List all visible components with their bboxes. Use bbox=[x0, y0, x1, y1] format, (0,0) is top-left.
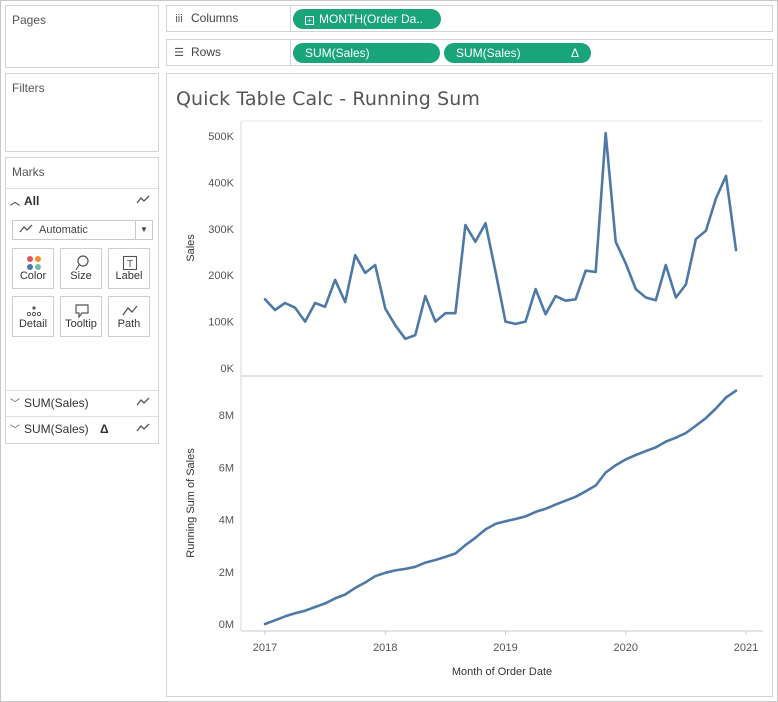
y-tick-label: 0K bbox=[221, 363, 235, 375]
chevron-down-icon[interactable]: ﹀ bbox=[10, 425, 20, 436]
path-button[interactable]: Path bbox=[108, 296, 150, 337]
marks-all-row[interactable]: ︿ All bbox=[6, 188, 158, 212]
line-mark-icon bbox=[136, 195, 150, 204]
filters-card-title: Filters bbox=[12, 81, 45, 95]
detail-button-label: Detail bbox=[18, 318, 48, 330]
delta-icon: Δ bbox=[100, 422, 109, 436]
y-tick-label: 4M bbox=[219, 515, 234, 527]
y-axis-title: Sales bbox=[185, 234, 197, 262]
pages-card-title: Pages bbox=[12, 13, 47, 27]
y-tick-label: 300K bbox=[208, 224, 234, 236]
y-tick-label: 500K bbox=[208, 131, 234, 143]
svg-text:T: T bbox=[127, 259, 133, 270]
chart-canvas[interactable]: 0K 100K 200K 300K 400K 500K Sales 0M 2M 4M 6M 8M Run… bbox=[166, 73, 773, 697]
tooltip-bubble-icon bbox=[75, 304, 89, 319]
size-button[interactable]: Size bbox=[60, 248, 102, 289]
mark-type-dropdown[interactable]: Automatic ▼ bbox=[12, 220, 153, 240]
label-button[interactable]: T Label bbox=[108, 248, 150, 289]
measure-label: SUM(Sales) bbox=[24, 396, 89, 410]
month-order-date-pill[interactable]: + MONTH(Order Da.. bbox=[293, 9, 441, 29]
rows-shelf[interactable]: ☰ Rows SUM(Sales) SUM(Sales) Δ bbox=[166, 39, 773, 66]
columns-shelf[interactable]: iii Columns + MONTH(Order Da.. bbox=[166, 5, 773, 32]
sales-line bbox=[263, 131, 738, 341]
line-mark-icon bbox=[136, 423, 150, 432]
y-tick-label: 2M bbox=[219, 567, 234, 579]
viz-area bbox=[166, 73, 773, 697]
x-tick-label: 2020 bbox=[614, 642, 638, 654]
size-lasso-icon bbox=[75, 255, 89, 271]
label-button-label: Label bbox=[115, 270, 143, 282]
x-tick-label: 2021 bbox=[734, 642, 758, 654]
chevron-down-icon[interactable]: ﹀ bbox=[10, 399, 20, 410]
x-axis-title: Month of Order Date bbox=[452, 666, 552, 678]
y-tick-label: 6M bbox=[219, 462, 234, 474]
columns-icon: iii bbox=[175, 13, 183, 25]
tooltip-button-label: Tooltip bbox=[65, 318, 97, 330]
pill-text: MONTH(Order Da.. bbox=[319, 12, 424, 26]
color-dots-icon bbox=[27, 256, 41, 270]
detail-button[interactable]: Detail bbox=[12, 296, 54, 337]
marks-measure-row-sales[interactable]: ﹀ SUM(Sales) bbox=[6, 390, 158, 414]
marks-card: Marks ︿ All Automatic ▼ Color Size bbox=[5, 157, 159, 444]
marks-measure-row-running-sum[interactable]: ﹀ SUM(Sales) Δ bbox=[6, 416, 158, 440]
y-axis-title: Running Sum of Sales bbox=[185, 448, 197, 558]
marks-all-label: All bbox=[24, 194, 40, 208]
path-button-label: Path bbox=[117, 318, 141, 330]
pill-text: SUM(Sales) bbox=[456, 46, 521, 60]
line-mark-icon bbox=[19, 224, 33, 233]
size-button-label: Size bbox=[70, 270, 92, 282]
y-tick-label: 200K bbox=[208, 270, 234, 282]
viz-title: Quick Table Calc - Running Sum bbox=[176, 88, 481, 110]
y-tick-label: 400K bbox=[208, 177, 234, 189]
columns-label-text: Columns bbox=[191, 11, 239, 25]
rows-label-text: Rows bbox=[191, 45, 222, 59]
rows-icon: ☰ bbox=[174, 47, 184, 59]
x-tick-label: 2017 bbox=[253, 642, 277, 654]
delta-icon: Δ bbox=[570, 46, 579, 60]
mark-type-value: Automatic bbox=[39, 224, 88, 236]
x-tick-label: 2019 bbox=[493, 642, 517, 654]
path-line-icon bbox=[122, 305, 138, 316]
marks-card-title: Marks bbox=[12, 165, 45, 179]
label-t-icon: T bbox=[122, 255, 138, 271]
y-tick-label: 100K bbox=[208, 317, 234, 329]
line-mark-icon bbox=[136, 397, 150, 406]
rows-shelf-label: ☰ Rows bbox=[167, 40, 291, 65]
measure-label: SUM(Sales) bbox=[24, 422, 89, 436]
sum-sales-pill[interactable]: SUM(Sales) bbox=[293, 43, 440, 63]
filters-card[interactable]: Filters bbox=[5, 73, 159, 152]
running-sum-line bbox=[263, 389, 738, 626]
x-tick-label: 2018 bbox=[373, 642, 397, 654]
color-button[interactable]: Color bbox=[12, 248, 54, 289]
chevron-down-icon[interactable]: ▼ bbox=[135, 221, 152, 239]
tooltip-button[interactable]: Tooltip bbox=[60, 296, 102, 337]
y-tick-label: 0M bbox=[219, 619, 234, 631]
columns-shelf-label: iii Columns bbox=[167, 6, 291, 31]
color-button-label: Color bbox=[19, 270, 47, 282]
expand-plus-icon[interactable]: + bbox=[305, 16, 314, 25]
pages-card[interactable]: Pages bbox=[5, 5, 159, 68]
detail-dots-icon bbox=[26, 306, 42, 317]
y-tick-label: 8M bbox=[219, 410, 234, 422]
sum-sales-running-sum-pill[interactable]: SUM(Sales) Δ bbox=[444, 43, 591, 63]
pill-text: SUM(Sales) bbox=[305, 46, 370, 60]
chevron-up-icon[interactable]: ︿ bbox=[10, 197, 20, 208]
